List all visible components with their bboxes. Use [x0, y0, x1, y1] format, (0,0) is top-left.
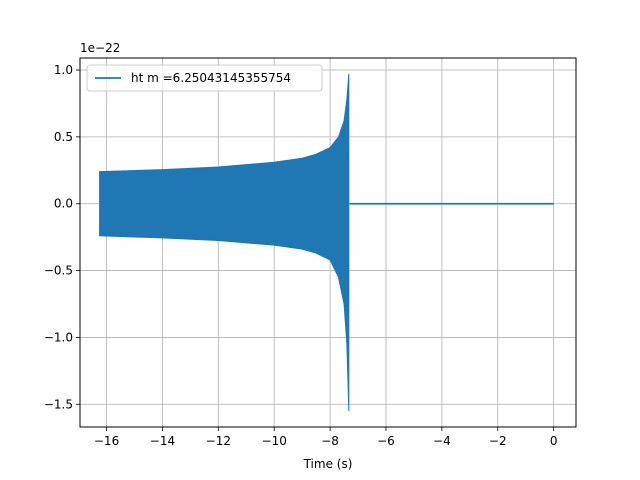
- x-axis: −16 −14 −12 −10 −8 −6 −4 −2 0: [94, 427, 558, 448]
- y-tick-label: 0.0: [54, 197, 73, 211]
- y-tick-label: −1.0: [44, 330, 73, 344]
- x-tick-label: −4: [433, 434, 451, 448]
- x-tick-label: −16: [94, 434, 119, 448]
- y-tick-label: −1.5: [44, 397, 73, 411]
- y-scale-note: 1e−22: [80, 41, 120, 55]
- series-layer: [99, 74, 554, 411]
- x-axis-label: Time (s): [303, 457, 353, 471]
- y-axis: 1.0 0.5 0.0 −0.5 −1.0 −1.5: [44, 63, 80, 411]
- x-tick-label: 0: [550, 434, 558, 448]
- y-tick-label: 1.0: [54, 63, 73, 77]
- x-tick-label: −14: [150, 434, 175, 448]
- legend-label: ht m =6.25043145355754: [131, 71, 291, 85]
- legend-box: [86, 64, 323, 92]
- legend: ht m =6.25043145355754: [86, 64, 323, 92]
- series-signal-envelope: [99, 74, 350, 411]
- y-tick-label: 0.5: [54, 130, 73, 144]
- y-tick-label: −0.5: [44, 264, 73, 278]
- x-tick-label: −10: [262, 434, 287, 448]
- x-tick-label: −12: [206, 434, 231, 448]
- plot-frame: [79, 57, 577, 428]
- x-tick-label: −8: [321, 434, 339, 448]
- x-tick-label: −2: [489, 434, 507, 448]
- x-tick-label: −6: [377, 434, 395, 448]
